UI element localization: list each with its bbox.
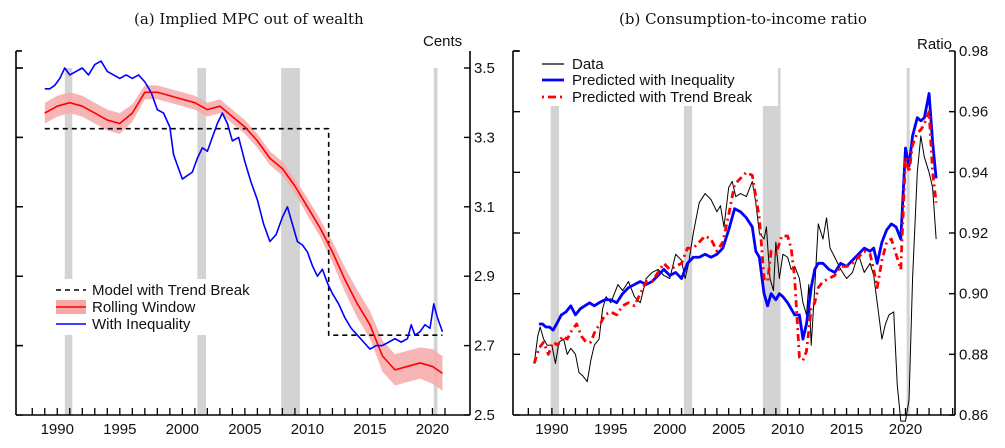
series-line-predicted-with-trend-break [532,110,938,364]
x-tick-label: 2010 [771,421,804,438]
x-tick-label: 2000 [653,421,686,438]
y-tick-label: 0.86 [959,407,988,424]
y-tick-label: 3.5 [474,60,495,77]
x-tick-label: 1990 [41,421,74,438]
legend-label: Model with Trend Break [92,282,250,299]
x-tick-label: 2020 [416,421,449,438]
series-line-model-with-trend-break [44,127,443,336]
x-tick-label: 2020 [889,421,922,438]
recession-bar [550,68,559,415]
x-tick-label: 1990 [535,421,568,438]
x-tick-label: 2005 [228,421,261,438]
panel-a: 2.5 2.7 2.9 3.1 3.3 3.5 1990 1995 2000 2005 2010 20… [15,33,495,438]
y-tick-label: 3.3 [474,129,495,146]
series-line-data [533,135,937,422]
x-tick-label: 2005 [712,421,745,438]
recession-bar [281,68,300,415]
confidence-band [44,85,443,391]
y-axis-label: Cents [423,33,462,50]
recession-bar [683,68,693,415]
legend-label: Rolling Window [92,299,196,316]
series-line-with-inequality [44,60,444,350]
legend-label: With Inequality [92,316,191,333]
y-tick-label: 0.88 [959,346,988,363]
recession-bar [906,68,910,415]
y-tick-label: 3.1 [474,199,495,216]
panel-b-title: (b) Consumption-to-income ratio [619,10,867,28]
x-tick-label: 2015 [830,421,863,438]
x-tick-label: 2010 [291,421,324,438]
recession-bar [433,68,438,415]
x-tick-label: 2015 [353,421,386,438]
legend-label: Predicted with Inequality [572,72,735,89]
recession-bar [64,68,73,415]
y-tick-label: 2.9 [474,268,495,285]
panel-b: 0.86 0.88 0.90 0.92 0.94 0.96 0.98 1990 1995 2000… [512,36,988,438]
legend-label: Predicted with Trend Break [572,89,753,106]
recession-bar [197,68,207,415]
legend-label: Data [572,56,604,73]
y-tick-label: 0.96 [959,104,988,121]
y-tick-label: 2.7 [474,338,495,355]
series-line-predicted-with-inequality [538,92,938,341]
panel-a-title: (a) Implied MPC out of wealth [134,10,364,28]
y-tick-label: 0.92 [959,225,988,242]
y-tick-label: 2.5 [474,407,495,424]
legend-box [540,56,778,106]
y-tick-label: 0.94 [959,164,988,181]
y-axis-label: Ratio [917,36,952,53]
x-tick-label: 1995 [103,421,136,438]
x-tick-label: 1995 [594,421,627,438]
y-tick-label: 0.98 [959,43,988,60]
recession-bar [762,68,781,415]
x-tick-label: 2000 [166,421,199,438]
y-tick-label: 0.90 [959,286,988,303]
